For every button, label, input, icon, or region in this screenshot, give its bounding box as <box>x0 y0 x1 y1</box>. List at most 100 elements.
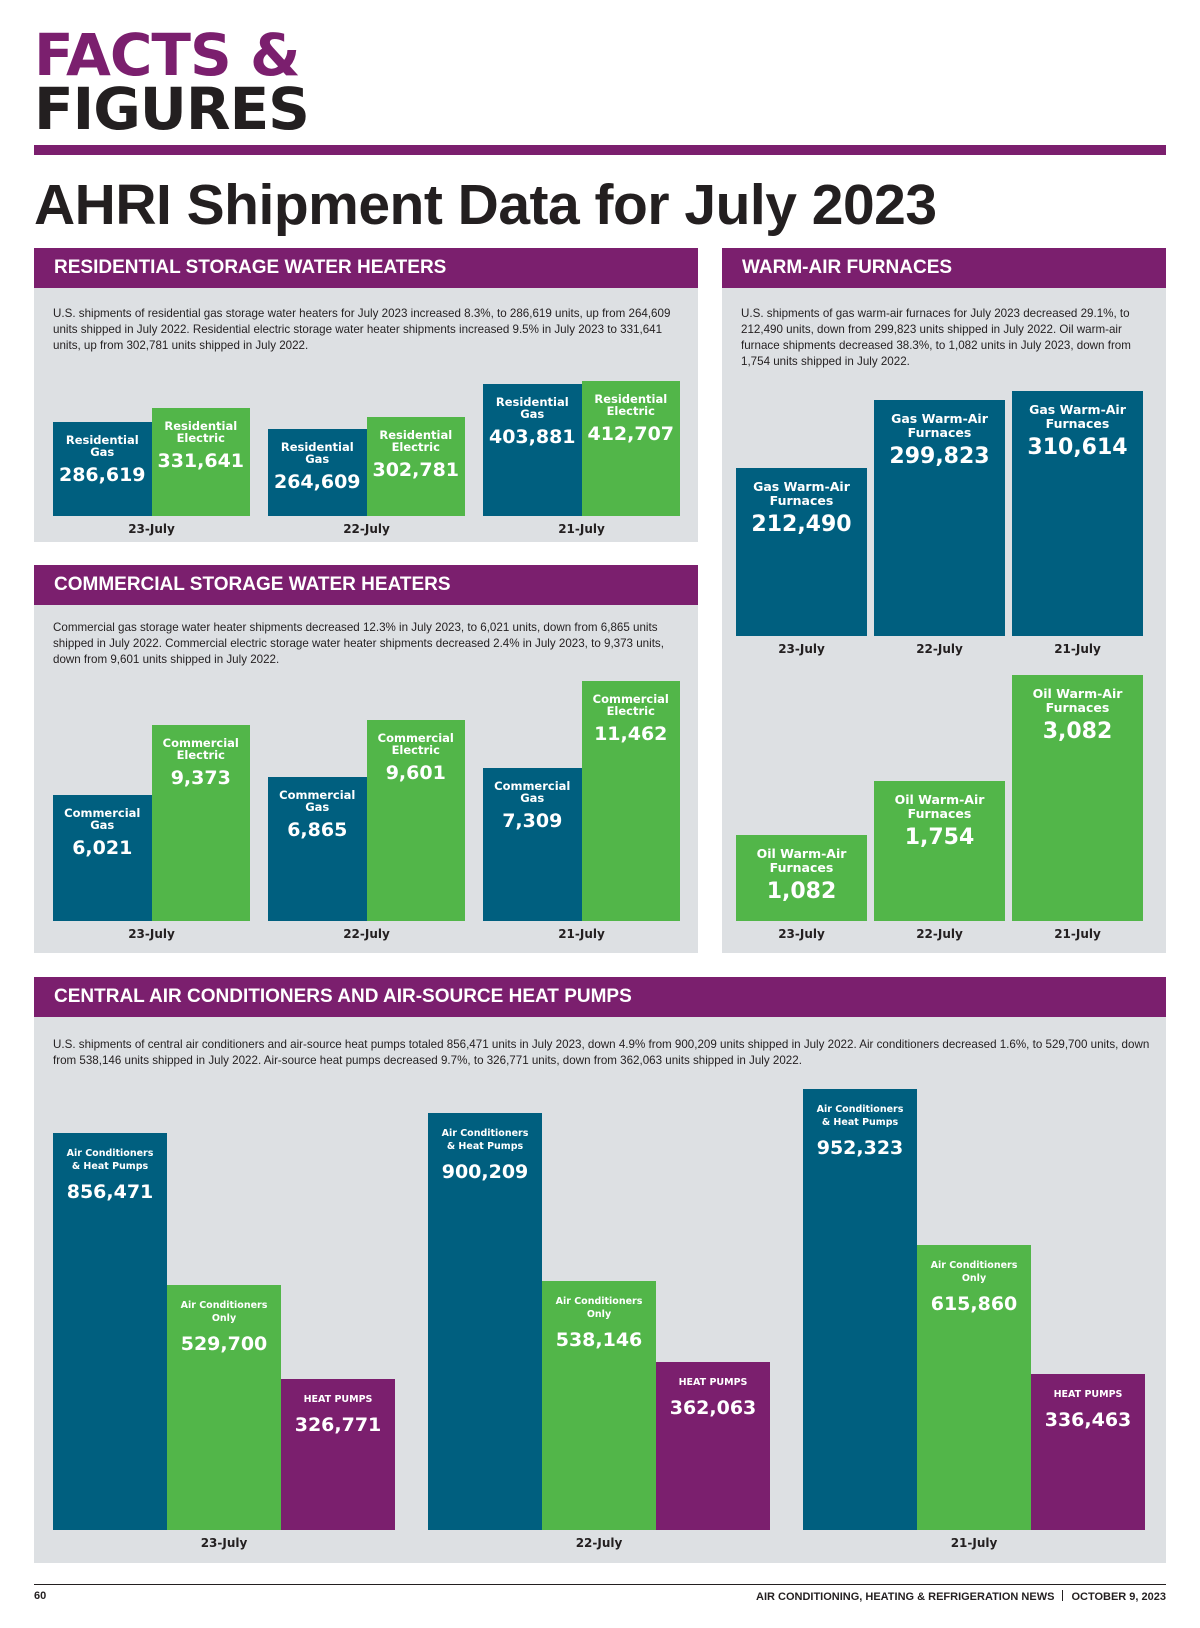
bar-series-label: Air Conditioners & Heat Pumps <box>428 1127 542 1153</box>
bar-series-label: Gas Warm-Air Furnaces <box>874 412 1005 440</box>
bar-commercial-electric-23-july: Commercial Electric 9,373 <box>151 725 251 921</box>
bar-residential-electric-21-july: Residential Electric 412,707 <box>581 381 681 516</box>
bar-series-label-line: Gas Warm-Air <box>753 479 850 494</box>
bar-value-label: 538,146 <box>555 1329 643 1351</box>
bar-heat-pumps-21-july: HEAT PUMPS 336,463 <box>1031 1374 1145 1530</box>
bar-series-label: Commercial Electric <box>152 737 251 761</box>
bar-series-label-line: Air Conditioners <box>555 1296 643 1307</box>
bar-air-conditioners-only-23-july: Air Conditioners Only 529,700 <box>167 1285 281 1530</box>
bar-value-label: 3,082 <box>1042 719 1113 744</box>
bar-series-label-line: Electric <box>391 440 440 454</box>
bar-commercial-gas-22-july: Commercial Gas 6,865 <box>268 777 367 921</box>
bar-series-label-line: Furnaces <box>1045 700 1110 715</box>
bar-series-label-line: Gas <box>90 445 115 459</box>
masthead-line-2: FIGURES <box>34 75 310 143</box>
bar-series-label: Oil Warm-Air Furnaces <box>736 847 867 875</box>
bar-gas-warm-air-furnaces-21-july: Gas Warm-Air Furnaces 310,614 <box>1012 391 1143 636</box>
category-label-21-july: 21-July <box>558 522 605 536</box>
bar-series-label-line: HEAT PUMPS <box>303 1394 373 1405</box>
panel-commercial-text: Commercial gas storage water heater ship… <box>53 621 664 666</box>
bar-series-label: Oil Warm-Air Furnaces <box>1012 687 1143 715</box>
bar-commercial-electric-21-july: Commercial Electric 11,462 <box>581 681 680 921</box>
bar-series-label-line: Electric <box>176 431 225 445</box>
panel-furnaces-title: WARM-AIR FURNACES <box>722 248 1166 288</box>
bar-residential-electric-22-july: Residential Electric 302,781 <box>366 417 465 516</box>
masthead-line-1: FACTS & <box>34 21 301 89</box>
bar-residential-gas-23-july: Residential Gas 286,619 <box>53 422 152 516</box>
bar-value-label: 412,707 <box>587 423 675 445</box>
bar-series-label-line: Residential <box>495 395 569 409</box>
footer-separator <box>1062 1590 1064 1601</box>
panel-furnaces-text: U.S. shipments of gas warm-air furnaces … <box>741 307 1131 368</box>
panel-furnaces: WARM-AIR FURNACES U.S. shipments of gas … <box>722 248 1166 953</box>
category-label-22-july: 22-July <box>343 522 390 536</box>
bar-series-label: Air Conditioners Only <box>542 1295 656 1321</box>
bar-series-label-line: Electric <box>391 743 440 757</box>
bar-gas-warm-air-furnaces-23-july: Gas Warm-Air Furnaces 212,490 <box>736 468 867 636</box>
category-label-23-july: 23-July <box>128 522 175 536</box>
bar-value-label: 529,700 <box>180 1333 268 1355</box>
bar-series-label-line: Electric <box>606 704 655 718</box>
category-label-22-july: 22-July <box>575 1536 623 1550</box>
bar-value-label: 299,823 <box>889 444 990 469</box>
bar-value-label: 362,063 <box>669 1397 757 1419</box>
bar-series-label-line: Gas <box>90 818 115 832</box>
bar-value-label: 9,601 <box>385 762 446 784</box>
bar-residential-electric-23-july: Residential Electric 331,641 <box>151 408 250 516</box>
bar-value-label: 1,754 <box>904 825 975 850</box>
category-label-21-july: 21-July <box>1054 927 1101 941</box>
bar-series-label-line: Gas <box>520 407 545 421</box>
bar-heat-pumps-23-july: HEAT PUMPS 326,771 <box>281 1379 395 1530</box>
bar-value-label: 952,323 <box>816 1137 904 1159</box>
bar-series-label-line: Commercial <box>377 731 454 745</box>
bar-commercial-gas-23-july: Commercial Gas 6,021 <box>53 795 152 921</box>
bar-air-conditioners-and-heat-pumps-22-july: Air Conditioners & Heat Pumps 900,209 <box>428 1113 542 1530</box>
bar-residential-gas-22-july: Residential Gas 264,609 <box>268 429 367 516</box>
bar-value-label: 9,373 <box>170 767 231 789</box>
bar-series-label-line: Furnaces <box>907 806 972 821</box>
bar-series-label-line: Only <box>586 1309 612 1320</box>
bar-series-label-line: Only <box>211 1313 237 1324</box>
bar-air-conditioners-and-heat-pumps-23-july: Air Conditioners & Heat Pumps 856,471 <box>53 1133 167 1530</box>
bar-value-label: 302,781 <box>372 459 460 481</box>
bar-series-label-line: Residential <box>164 419 238 433</box>
category-label-23-july: 23-July <box>778 927 825 941</box>
footer-publication: AIR CONDITIONING, HEATING & REFRIGERATIO… <box>756 1590 1166 1603</box>
bar-series-label-line: Only <box>961 1273 987 1284</box>
bar-series-label-line: Air Conditioners <box>930 1260 1018 1271</box>
category-label-23-july: 23-July <box>778 642 825 656</box>
panel-commercial: COMMERCIAL STORAGE WATER HEATERS Commerc… <box>34 565 698 953</box>
footer-publication-name: AIR CONDITIONING, HEATING & REFRIGERATIO… <box>756 1591 1055 1603</box>
category-label-23-july: 23-July <box>200 1536 248 1550</box>
bar-value-label: 900,209 <box>441 1161 529 1183</box>
bar-series-label: Air Conditioners & Heat Pumps <box>803 1103 917 1129</box>
bar-air-conditioners-and-heat-pumps-21-july: Air Conditioners & Heat Pumps 952,323 <box>803 1089 917 1530</box>
bar-series-label-line: Gas Warm-Air <box>891 411 988 426</box>
bar-series-label-line: Air Conditioners <box>816 1104 904 1115</box>
masthead-rule <box>34 145 1166 155</box>
category-label-21-july: 21-July <box>950 1536 998 1550</box>
bar-series-label-line: Air Conditioners <box>180 1300 268 1311</box>
bar-series-label-line: Air Conditioners <box>66 1148 154 1159</box>
panel-ac: CENTRAL AIR CONDITIONERS AND AIR-SOURCE … <box>34 977 1166 1563</box>
bar-series-label-line: Oil Warm-Air <box>756 846 847 861</box>
category-label-21-july: 21-July <box>558 927 605 941</box>
bar-series-label-line: Furnaces <box>769 493 834 508</box>
bar-series-label-line: HEAT PUMPS <box>678 1377 748 1388</box>
bar-series-label-line: Oil Warm-Air <box>894 792 985 807</box>
category-label-21-july: 21-July <box>1054 642 1101 656</box>
bar-value-label: 336,463 <box>1044 1409 1132 1431</box>
bar-series-label-line: Residential <box>65 433 139 447</box>
bar-series-label: Gas Warm-Air Furnaces <box>736 480 867 508</box>
category-label-22-july: 22-July <box>916 927 963 941</box>
bar-series-label-line: & Heat Pumps <box>446 1141 524 1152</box>
bar-series-label-line: & Heat Pumps <box>821 1117 899 1128</box>
bar-series-label: Residential Electric <box>582 393 681 417</box>
panel-commercial-title: COMMERCIAL STORAGE WATER HEATERS <box>34 565 698 605</box>
bar-series-label: Commercial Gas <box>268 789 367 813</box>
footer-date: OCTOBER 9, 2023 <box>1071 1591 1166 1603</box>
category-label-22-july: 22-July <box>343 927 390 941</box>
bar-series-label: Air Conditioners Only <box>167 1299 281 1325</box>
page-title: AHRI Shipment Data for July 2023 <box>34 173 937 237</box>
panel-ac-title: CENTRAL AIR CONDITIONERS AND AIR-SOURCE … <box>34 977 1166 1017</box>
